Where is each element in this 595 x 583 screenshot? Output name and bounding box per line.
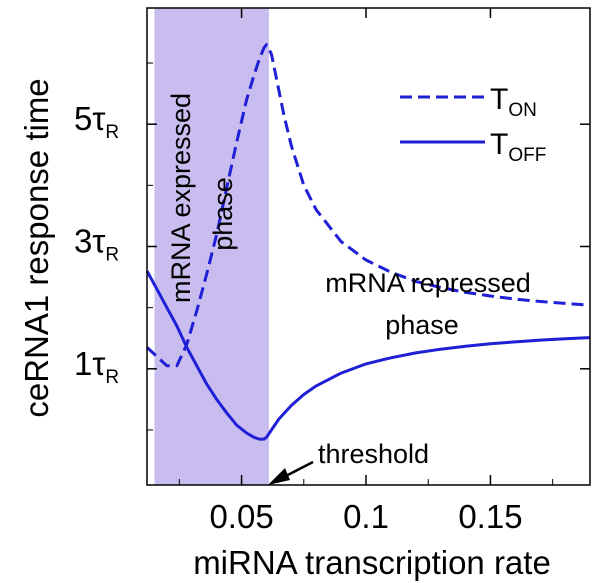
x-tick-label-2: 0.15 (458, 498, 522, 535)
annotation-expressed-line1: mRNA expressed (166, 93, 196, 303)
annotation-repressed-line2: phase (385, 310, 459, 340)
y-tick-label-2: 5τR (74, 100, 119, 143)
y-axis-title: ceRNA1 response time (18, 78, 55, 417)
annotation-expressed-line2: phase (208, 177, 238, 251)
x-tick-label-0: 0.05 (209, 498, 273, 535)
threshold-arrow-head (268, 468, 290, 485)
legend-label-ton: TON (490, 83, 537, 121)
annotation-threshold: threshold (318, 439, 429, 469)
annotation-repressed-line1: mRNA repressed (325, 268, 531, 298)
tick-labels: 0.05 0.1 0.15 1τR 3τR 5τR (74, 100, 523, 535)
legend: TON TOFF (400, 83, 546, 166)
y-tick-label-1: 3τR (74, 223, 119, 266)
x-axis-title: miRNA transcription rate (193, 544, 551, 581)
plot-frame (146, 7, 591, 486)
series-layer (145, 43, 591, 441)
x-tick-label-1: 0.1 (343, 498, 389, 535)
series-line-t-off (145, 270, 591, 441)
y-tick-label-0: 1τR (74, 345, 119, 388)
legend-label-toff: TOFF (490, 128, 546, 166)
tick-marks (147, 8, 590, 485)
